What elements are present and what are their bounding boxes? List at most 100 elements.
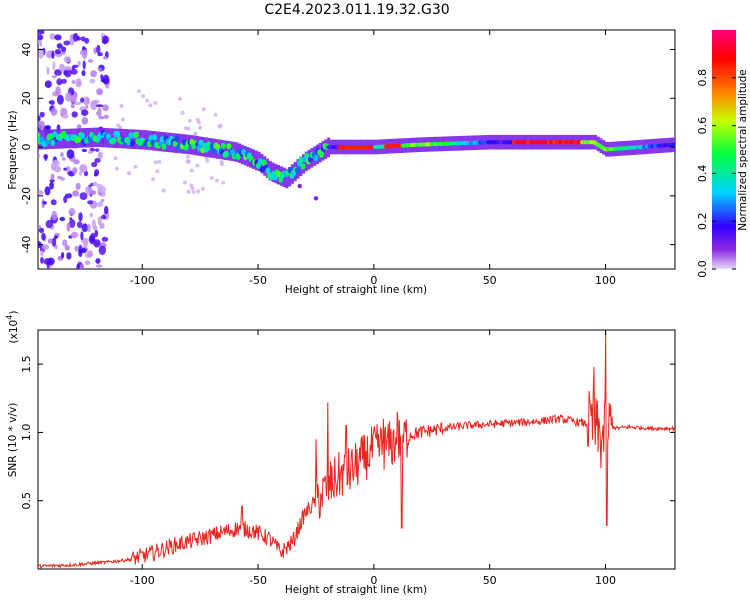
spectrogram-cell [80,97,85,103]
spectrogram-cell [133,131,139,138]
colorbar: 0.0 0.2 0.4 0.6 0.8 Normalized spectral ampl… [696,30,749,278]
spectrogram-cell [39,111,45,118]
spectrogram-cell [50,107,58,116]
spectrogram-cell [89,78,96,84]
spectrogram-cell [97,107,102,118]
spectrogram-cell [81,109,89,116]
spectrogram-cell [87,250,94,258]
spectrogram-cell [59,216,66,222]
spectrogram-cell [62,114,69,119]
spectrogram-cell [85,104,89,109]
spectrogram-cell [81,148,88,153]
spectrogram-cell [52,131,58,138]
spectrogram-cell [87,150,93,154]
spectrogram-panel: -100 -50 0 50 100 -40 -20 0 20 40 Height of strai… [7,29,676,296]
spectrogram-cell [51,210,58,221]
spectrogram-cell [60,152,64,158]
spectrogram-cell [98,245,107,255]
spectrogram-cell [78,249,83,258]
spectrogram-cell [54,34,62,41]
spectrogram-cell [78,212,83,222]
spectrogram-y-tick-label: 20 [20,91,33,105]
spectrogram-cell [99,222,105,229]
spectrogram-cell [79,192,88,201]
spectrogram-cell [77,221,83,229]
spectrogram-cell [44,153,48,161]
spectrogram-y-tick-label: 40 [20,43,33,57]
spectrogram-x-tick-label: 0 [370,274,377,287]
spectrogram-cell [104,205,109,215]
spectrogram-cell [91,219,96,229]
spectrogram-cell [154,131,158,151]
spectrogram-cell [94,158,101,163]
spectrogram-cell [38,34,44,41]
spectrogram-cell [52,61,56,71]
colorbar-gradient [712,30,736,269]
spectrogram-cell [95,264,103,268]
spectrogram-cell [93,173,98,177]
spectrogram-cell [49,181,54,190]
spectrogram-cell [51,237,57,247]
spectrogram-cell [38,152,40,160]
spectrogram-cell [313,154,319,162]
spectrogram-cell [69,219,76,228]
spectrogram-cell [61,51,66,55]
spectrogram-cell [190,186,195,191]
spectrogram-cell [181,139,187,146]
spectrogram-cell [220,162,224,167]
spectrogram-cell [89,234,93,243]
spectrogram-cell [115,130,121,138]
spectrogram-y-tick-label: 0 [20,144,33,151]
snr-panel: -100 -50 0 50 100 0.5 1.0 1.5 Height of straigh… [5,311,676,596]
spectrogram-cell [201,107,206,112]
spectrogram-cell [82,96,91,106]
spectrogram-cell [153,160,158,165]
spectrogram-x-tick-label: -100 [130,274,155,287]
spectrogram-cell [38,132,41,139]
spectrogram-cell [316,144,319,165]
spectrogram-cell [189,168,194,173]
spectrogram-cell [75,182,81,190]
spectrogram-cell [128,132,134,139]
spectrogram-cell [94,229,99,238]
spectrogram-cell [50,173,55,180]
spectrogram-cell [235,142,239,162]
spectrogram-cell [43,129,47,150]
spectrogram-cell [191,189,196,194]
spectrogram-cell [224,150,230,158]
spectrogram-cell [80,36,86,42]
spectrogram-cell [187,118,192,123]
spectrogram-cell [89,189,95,196]
spectrogram-cell [96,104,104,108]
spectrogram-cell [130,139,135,147]
spectrogram-cell [163,132,167,152]
spectrogram-cell [61,46,67,53]
spectrogram-cell [80,231,84,241]
spectrogram-cell [209,176,214,180]
spectrogram-cell [51,129,55,149]
spectrogram-cell [287,167,293,174]
spectrogram-cell [43,258,52,265]
spectrogram-cell [59,63,65,72]
snr-y-tick-label: 1.0 [20,424,33,442]
spectrogram-cell [153,101,158,105]
spectrogram-cell [87,223,91,233]
spectrogram-cell [82,240,89,248]
spectrogram-cell [127,171,131,176]
spectrogram-cell [180,110,185,115]
colorbar-label: Normalized spectral amplitude [737,69,749,230]
snr-y-axis-label: SNR (10 * v/v) [7,403,19,478]
spectrogram-cell [102,104,109,112]
spectrogram-cell [71,80,76,84]
spectrogram-cell [61,239,68,247]
spectrogram-cell [76,36,82,41]
spectrogram-cell [119,104,124,108]
spectrogram-x-axis-label: Height of straight line (km) [285,284,427,296]
spectrogram-cell [81,117,89,125]
spectrogram-cell [97,216,102,226]
spectrogram-cell [161,143,167,150]
spectrogram-cell [38,190,44,195]
spectrogram-cell [177,133,180,154]
spectrogram-cell [70,231,79,239]
spectrogram-cell [46,66,50,75]
